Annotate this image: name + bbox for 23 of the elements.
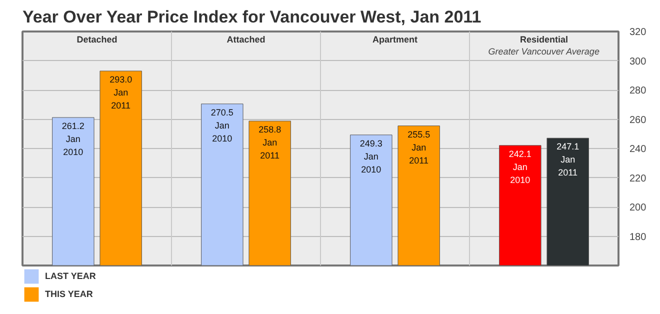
x-tick-label: Apartment [372,34,418,45]
y-tick-label: 240 [630,144,647,155]
legend-label: LAST YEAR [45,270,96,283]
y-tick-label: 200 [630,202,647,214]
y-tick-label: 320 [630,27,647,38]
x-tick-label: Detached [76,34,118,45]
data-label: 249.3 Jan 2010 [360,138,382,174]
y-tick-label: 220 [630,173,647,184]
y-tick-label: 300 [630,56,647,68]
data-label: 247.1 Jan 2011 [556,142,580,178]
x-tick-label: Attached [226,34,266,45]
data-label: 242.1 Jan 2010 [508,148,532,185]
y-tick-label: 280 [630,86,647,96]
x-tick-label: Residential Greater Vancouver Average [488,34,600,56]
chart-title: Year Over Year Price Index for Vancouver West, Jan 2011 [22,8,482,26]
data-label: 258.8 Jan 2011 [258,124,282,161]
data-label: 293.0 Jan 2011 [110,74,132,110]
y-tick-label: 180 [630,232,647,243]
data-label: 270.5 Jan 2010 [210,107,234,144]
data-label: 255.5 Jan 2011 [408,129,430,166]
data-label: 261.2 Jan 2010 [62,121,84,158]
legend-label: THIS YEAR [45,288,93,301]
y-tick-label: 260 [630,114,647,126]
